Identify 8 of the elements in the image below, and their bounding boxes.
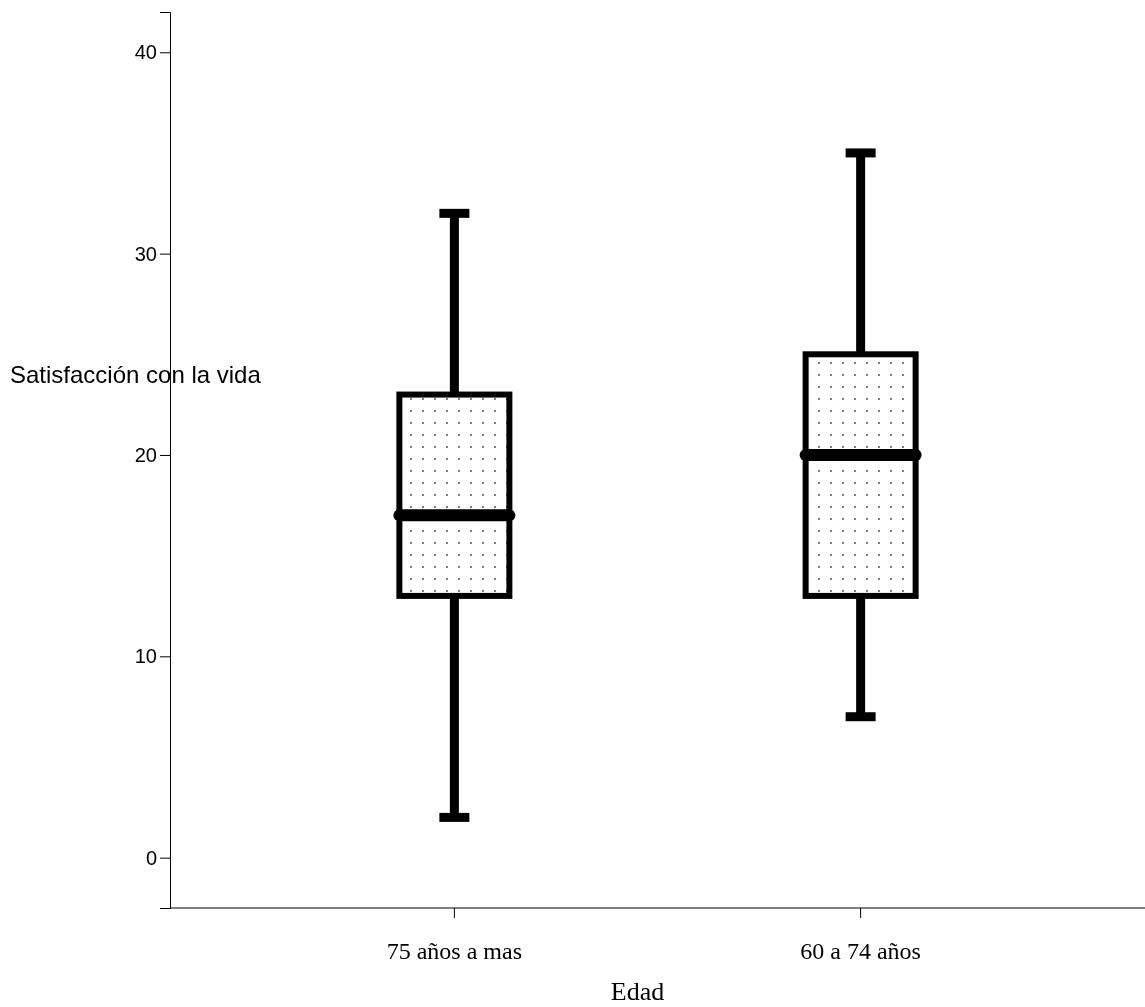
x-axis-title: Edad [610,977,665,1006]
y-tick-label: 20 [134,443,157,466]
y-tick-label: 30 [134,242,157,265]
x-tick-label: 60 a 74 años [800,938,921,965]
y-tick-label: 0 [145,846,157,869]
y-tick-label: 40 [134,41,157,64]
x-tick-label: 75 años a mas [386,938,523,965]
y-tick-label: 10 [134,645,157,668]
